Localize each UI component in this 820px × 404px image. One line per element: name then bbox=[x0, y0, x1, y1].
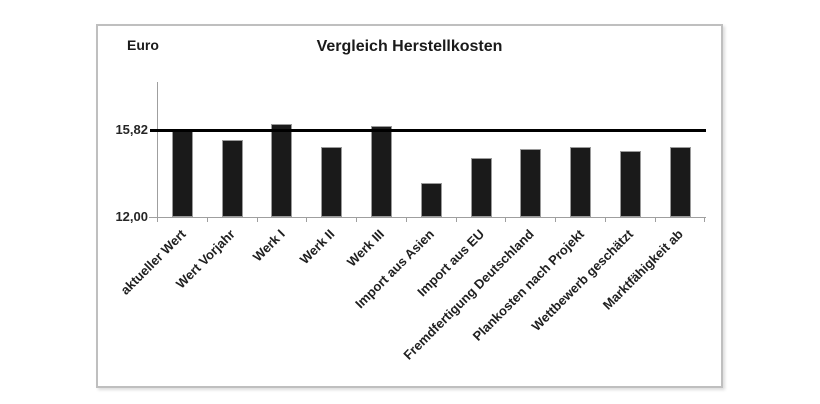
bar bbox=[470, 158, 492, 217]
bar bbox=[171, 130, 193, 217]
x-tick-mark bbox=[704, 217, 706, 222]
bar bbox=[570, 146, 592, 217]
bar bbox=[669, 146, 691, 217]
x-tick-mark bbox=[356, 217, 358, 222]
y-tick-label-1582: 15,82 bbox=[115, 122, 148, 137]
y-axis-unit-label: Euro bbox=[127, 37, 159, 53]
bar bbox=[420, 183, 442, 217]
x-tick-mark bbox=[256, 217, 258, 222]
x-tick-mark bbox=[555, 217, 557, 222]
x-tick-mark bbox=[206, 217, 208, 222]
x-tick-mark bbox=[604, 217, 606, 222]
x-tick-mark bbox=[455, 217, 457, 222]
bar bbox=[221, 140, 243, 217]
bar bbox=[271, 124, 293, 217]
x-tick-mark bbox=[505, 217, 507, 222]
x-tick-mark bbox=[405, 217, 407, 222]
x-axis-line bbox=[157, 217, 706, 218]
x-tick-mark bbox=[157, 217, 158, 222]
bar bbox=[321, 146, 343, 217]
bar bbox=[520, 149, 542, 217]
y-axis-line bbox=[157, 82, 158, 217]
reference-line bbox=[150, 129, 706, 132]
chart-title: Vergleich Herstellkosten bbox=[316, 38, 503, 55]
bar bbox=[370, 126, 392, 217]
x-tick-mark bbox=[306, 217, 308, 222]
chart-frame bbox=[96, 24, 723, 388]
x-tick-mark bbox=[654, 217, 656, 222]
y-tick-mark bbox=[149, 217, 157, 218]
y-tick-label-1200: 12,00 bbox=[115, 209, 148, 224]
bar bbox=[619, 151, 641, 217]
